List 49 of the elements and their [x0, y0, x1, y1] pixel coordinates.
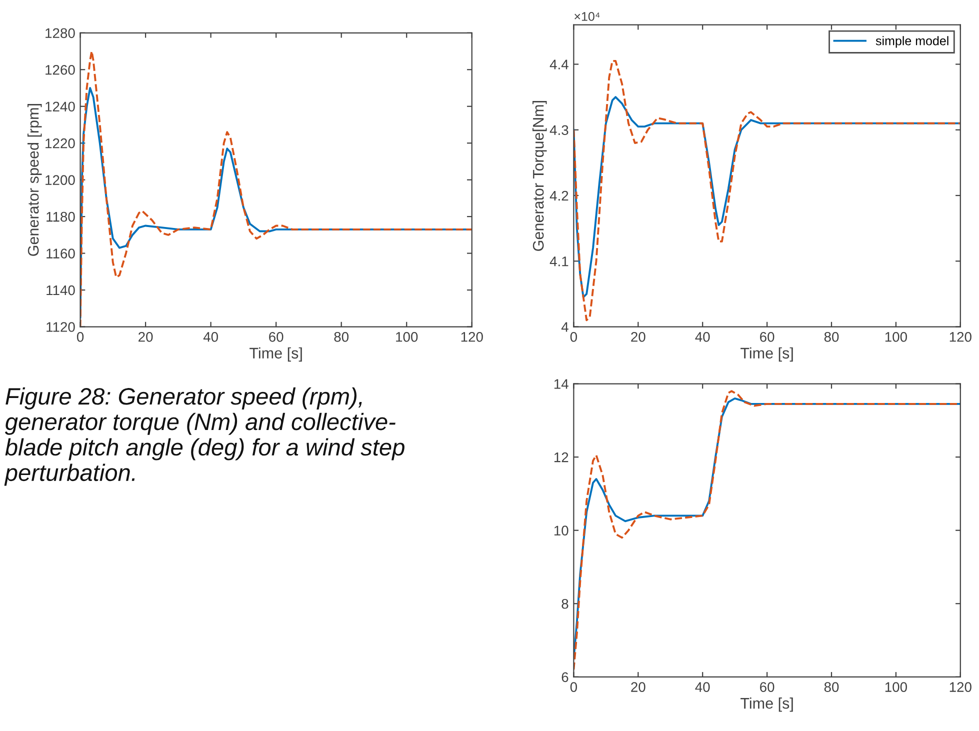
x-tick-label: 40	[695, 332, 710, 342]
x-tick-label: 60	[760, 332, 774, 342]
x-tick-label: 80	[334, 332, 349, 342]
x-tick-label: 60	[269, 332, 284, 342]
x-tick-label: 0	[570, 332, 578, 342]
x-axis-title: Time [s]	[740, 347, 793, 362]
x-tick-label: 100	[885, 332, 907, 342]
y-axis-title: Generator Torque[Nm]	[532, 101, 547, 251]
y-tick-label: 6	[562, 672, 568, 682]
y-tick-label: 4.3	[550, 125, 568, 136]
y-tick-label: 1260	[46, 64, 75, 75]
y-tick-label: 8	[562, 598, 568, 609]
y-tick-label: 4.4	[550, 60, 568, 70]
y-tick-label: 4	[561, 322, 568, 332]
y-tick-label: 1140	[46, 285, 75, 296]
y-tick-label: 1240	[46, 102, 75, 112]
x-axis-title: Time [s]	[250, 347, 302, 362]
y-tick-label: 1160	[46, 248, 75, 258]
x-tick-label: 0	[76, 332, 84, 342]
text: ×10⁴	[574, 12, 600, 21]
y-tick-label: 1200	[46, 175, 75, 185]
x-tick-label: 20	[631, 682, 646, 692]
y-axis-title: Generator speed [rpm]	[28, 104, 42, 256]
y-tick-label: 1120	[46, 322, 75, 332]
y-tick-label: 4.2	[550, 190, 568, 201]
x-tick-label: 0	[570, 682, 578, 692]
x-tick-label: 120	[461, 332, 483, 342]
y-tick-label: 12	[554, 452, 568, 462]
x-tick-label: 40	[695, 682, 710, 692]
x-tick-label: 60	[760, 682, 774, 692]
y-tick-label: 1220	[46, 138, 75, 148]
x-tick-label: 120	[950, 332, 972, 342]
y-tick-label: 10	[554, 526, 568, 536]
x-tick-label: 20	[631, 332, 646, 342]
x-tick-label: 20	[138, 332, 153, 342]
x-axis-title: Time [s]	[740, 697, 793, 712]
x-tick-label: 100	[885, 682, 907, 692]
x-tick-label: 80	[824, 332, 839, 342]
caption: Figure 28: Generator speed (rpm), generator torque (Nm) and collective- blade pitch angle (deg) for a wind step perturbation.	[4, 387, 404, 486]
x-tick-label: 40	[203, 332, 218, 342]
y-tick-label: 4.1	[550, 256, 568, 266]
y-tick-label: 1280	[46, 28, 75, 38]
line-series	[574, 60, 960, 322]
legend-label: simple model	[876, 36, 948, 48]
x-tick-label: 120	[950, 682, 972, 692]
x-tick-label: 80	[824, 682, 839, 692]
y-tick-label: 14	[554, 379, 568, 389]
y-tick-label: 1180	[46, 212, 75, 222]
x-tick-label: 100	[396, 332, 418, 342]
